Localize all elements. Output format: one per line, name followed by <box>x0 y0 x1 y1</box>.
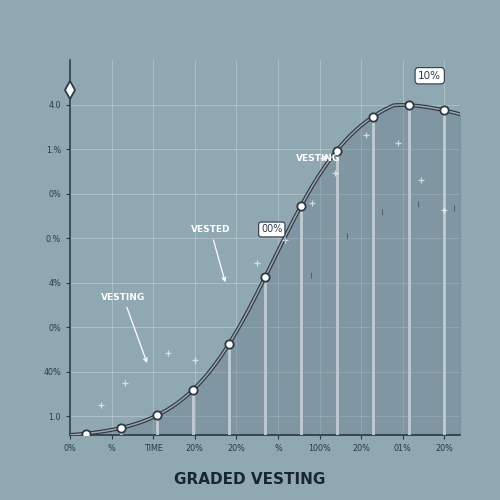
Text: VESTING: VESTING <box>101 293 147 362</box>
Text: GRADED VESTING: GRADED VESTING <box>174 472 326 488</box>
Text: VESTING: VESTING <box>296 154 341 163</box>
Text: 00%: 00% <box>261 224 282 234</box>
Text: VESTED: VESTED <box>191 226 230 281</box>
Text: 10%: 10% <box>418 70 441 81</box>
